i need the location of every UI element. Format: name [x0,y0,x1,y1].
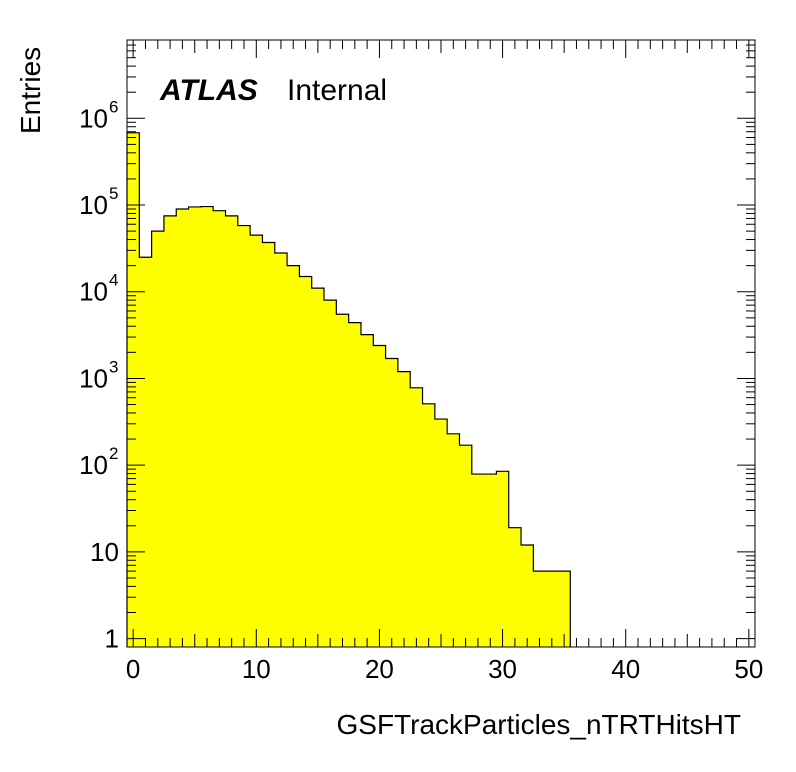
x-tick-label: 50 [734,654,763,684]
histogram-bar [360,334,374,647]
histogram-outline [126,132,571,647]
histogram-bar [385,358,399,647]
y-tick-label: 10 [79,450,108,480]
y-tick-label: 1 [105,624,119,654]
histogram-bar [545,571,559,647]
histogram-bar [447,433,460,647]
plot-frame [126,39,756,648]
y-tick-label: 10 [79,103,108,133]
histogram-bar [311,288,325,647]
histogram-bar [250,235,263,648]
histogram-bar [262,242,276,647]
histogram-bar [397,371,411,647]
histogram-bar [163,215,177,647]
y-tick-label: 10 [90,537,119,567]
y-tick-exponent: 2 [109,444,118,463]
histogram-bar [213,210,226,647]
histogram-bar [373,345,386,647]
y-tick-exponent: 6 [109,97,118,116]
histogram-bar [557,571,571,647]
histogram-bar [471,474,485,647]
histogram-bar [508,527,522,647]
histogram-bar [188,206,202,647]
histogram-bar [225,215,239,647]
histogram-bar [521,545,534,647]
histogram-bars [126,132,571,648]
histogram-bar [299,276,313,647]
x-tick-label: 10 [242,654,271,684]
x-tick-label: 30 [488,654,517,684]
y-tick-label: 10 [79,363,108,393]
histogram-bar [434,419,448,647]
histogram-bar [336,314,350,647]
histogram-bar [459,445,473,647]
histogram-bar [496,471,510,647]
y-tick-exponent: 4 [109,271,118,290]
histogram-bar [287,265,300,647]
histogram-bar [484,474,497,647]
x-tick-label: 40 [611,654,640,684]
histogram-bar [139,257,153,647]
y-tick-exponent: 3 [109,357,118,376]
atlas-label: ATLAS [159,74,258,107]
histogram-bar [200,206,214,647]
histogram-bar [348,322,362,647]
internal-label: Internal [287,74,387,107]
histogram-bar [151,231,165,647]
histogram-bar [422,403,436,647]
x-tick-label: 0 [126,654,140,684]
histogram-bar [127,132,140,648]
x-axis-label: GSFTrackParticles_nTRTHitsHT [337,709,742,740]
y-tick-exponent: 5 [109,184,118,203]
histogram-bar [410,387,423,647]
histogram-bar [176,208,189,647]
histogram-bar [237,225,251,648]
y-tick-label: 10 [79,190,108,220]
x-tick-label: 20 [365,654,394,684]
axis-ticks [127,39,755,647]
histogram-bar [324,300,337,647]
histogram-bar [274,252,288,647]
histogram-bar [533,571,547,647]
y-tick-label: 10 [79,277,108,307]
y-axis-label: Entries [15,47,46,134]
